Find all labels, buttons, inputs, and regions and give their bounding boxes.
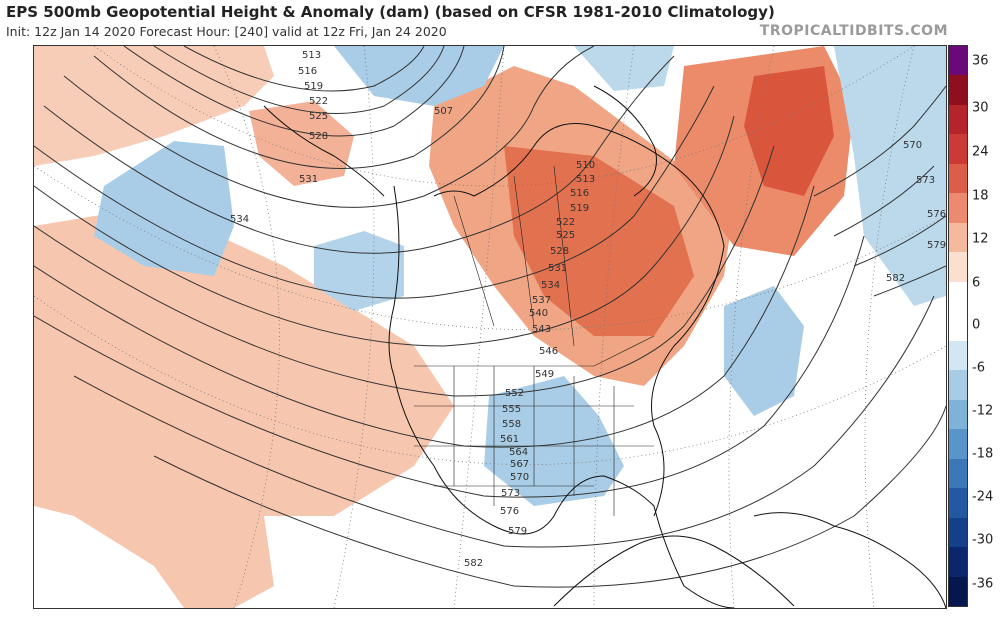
contour-label: 510 — [576, 160, 595, 171]
colorbar-segment — [949, 311, 967, 342]
contour-label: 573 — [916, 175, 935, 186]
colorbar-segment — [949, 252, 967, 283]
contour-label: 525 — [309, 111, 328, 122]
contour-label: 546 — [539, 346, 558, 357]
contour-label: 516 — [570, 188, 589, 199]
contour-label: 537 — [532, 295, 551, 306]
negative-anomaly-arctic — [334, 46, 504, 106]
contour-label: 534 — [541, 280, 560, 291]
colorbar-tick-label: 6 — [972, 275, 981, 291]
negative-anomaly-southern-plains — [484, 376, 624, 506]
contour-label: 522 — [556, 217, 575, 228]
contour-label: 531 — [299, 174, 318, 185]
contour-label: 558 — [502, 419, 521, 430]
colorbar-tick-label: 0 — [972, 317, 981, 333]
negative-anomaly-north-pacific — [94, 141, 234, 276]
negative-anomaly-greenland — [574, 46, 674, 91]
positive-anomaly-pacific — [34, 46, 274, 166]
contour-label: 561 — [500, 434, 519, 445]
contour-label: 570 — [903, 140, 922, 151]
contour-label: 570 — [510, 472, 529, 483]
map-canvas: 513 516 519 522 525 528 531 534 507 510 … — [34, 46, 946, 608]
colorbar-segment — [949, 458, 967, 489]
contour-label: 582 — [886, 273, 905, 284]
contour-label: 534 — [230, 214, 249, 225]
contour-label: 519 — [570, 203, 589, 214]
lat-lon-grid — [34, 46, 946, 608]
contour-label: 528 — [550, 246, 569, 257]
colorbar-segment — [949, 134, 967, 165]
contour-label: 579 — [508, 526, 527, 537]
colorbar-tick-label: -36 — [972, 576, 994, 592]
map-title: EPS 500mb Geopotential Height & Anomaly … — [6, 3, 775, 21]
contour-label: 549 — [535, 369, 554, 380]
coastlines — [263, 85, 946, 608]
contour-label: 540 — [529, 308, 548, 319]
contour-label: 576 — [927, 209, 946, 220]
contour-label: 519 — [304, 81, 323, 92]
contour-label: 522 — [309, 96, 328, 107]
strong-anomaly-hudson — [504, 146, 694, 336]
contour-label: 555 — [502, 404, 521, 415]
negative-anomaly-east-atlantic — [834, 46, 946, 306]
weather-map: 513 516 519 522 525 528 531 534 507 510 … — [33, 45, 947, 609]
contour-label: 552 — [505, 388, 524, 399]
colorbar-tick-label: 24 — [972, 144, 989, 160]
colorbar-segment — [949, 104, 967, 135]
map-subtitle: Init: 12z Jan 14 2020 Forecast Hour: [24… — [6, 24, 447, 39]
colorbar-segment — [949, 370, 967, 401]
colorbar-tick-label: 30 — [972, 100, 989, 116]
colorbar-tick-label: -18 — [972, 446, 994, 462]
colorbar-segment — [949, 517, 967, 548]
colorbar-tick-label: 12 — [972, 231, 989, 247]
colorbar-segment — [949, 429, 967, 460]
negative-anomaly-west-atlantic — [724, 286, 804, 416]
height-contours — [34, 46, 946, 588]
colorbar-tick-label: -6 — [972, 360, 985, 376]
contour-label: 579 — [927, 240, 946, 251]
colorbar-segment — [949, 399, 967, 430]
colorbar-tick-label: 36 — [972, 53, 989, 69]
colorbar-segment — [949, 340, 967, 371]
colorbar-segment — [949, 163, 967, 194]
colorbar-tick-label: -30 — [972, 532, 994, 548]
colorbar-segment — [949, 222, 967, 253]
positive-anomaly-gulf-alaska — [249, 101, 354, 186]
contour-label: 513 — [302, 50, 321, 61]
political-borders — [414, 165, 655, 516]
colorbar-segment — [949, 46, 967, 76]
contour-label: 564 — [509, 447, 528, 458]
contour-label: 516 — [298, 66, 317, 77]
strong-anomaly-north-atlantic — [744, 66, 834, 196]
contour-label: 582 — [464, 558, 483, 569]
colorbar-segment — [949, 547, 967, 578]
colorbar-tick-label: 18 — [972, 188, 989, 204]
colorbar-segment — [949, 576, 967, 607]
contour-label: 513 — [576, 174, 595, 185]
contour-label: 507 — [434, 106, 453, 117]
contour-label: 576 — [500, 506, 519, 517]
contour-label: 573 — [501, 488, 520, 499]
colorbar-tick-label: -12 — [972, 403, 994, 419]
anomaly-colorbar — [948, 45, 968, 607]
contour-labels: 513 516 519 522 525 528 531 534 507 510 … — [230, 50, 946, 569]
contour-label: 525 — [556, 230, 575, 241]
colorbar-tick-label: -24 — [972, 489, 994, 505]
contour-label: 567 — [510, 459, 529, 470]
colorbar-segment — [949, 281, 967, 312]
contour-label: 543 — [532, 324, 551, 335]
colorbar-segment — [949, 488, 967, 519]
colorbar-segment — [949, 75, 967, 106]
contour-label: 528 — [309, 131, 328, 142]
colorbar-segment — [949, 193, 967, 224]
source-credit: TROPICALTIDBITS.COM — [759, 23, 948, 39]
contour-label: 531 — [548, 263, 567, 274]
